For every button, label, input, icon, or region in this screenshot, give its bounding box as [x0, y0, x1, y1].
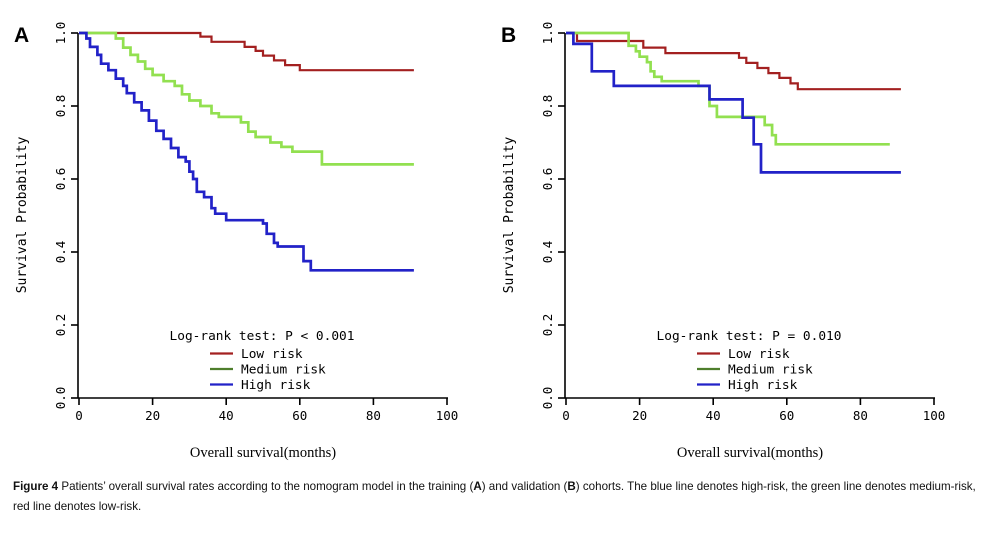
panel-b-y-tick-label: 0.4 — [540, 241, 555, 264]
caption-panel-b-ref: B — [567, 480, 576, 493]
panel-a-x-tick-label: 80 — [366, 408, 381, 423]
km-survival-figure: A 0.0 0.2 0.4 0.6 0.8 1.0 0 20 40 60 80 100 Survival … — [14, 22, 946, 461]
panel-b-curve-low-risk — [566, 31, 901, 91]
caption-figure-number: Figure 4 — [13, 480, 59, 493]
panel-b-y-tick-label: 0.8 — [540, 95, 555, 118]
caption-text-1: Patients’ overall survival rates accordi… — [58, 480, 474, 493]
panel-b-legend-label-high-risk: High risk — [728, 378, 798, 393]
panel-b-x-tick-label: 20 — [632, 408, 647, 423]
panel-b-legend-label-medium-risk: Medium risk — [728, 363, 813, 378]
panel-b-x-tick-label: 0 — [562, 408, 570, 423]
panel-a-curve-medium-risk — [79, 31, 414, 166]
panel-b — [558, 31, 935, 405]
panel-b-x-tick-label: 100 — [923, 408, 946, 423]
panel-a-x-tick-label: 0 — [75, 408, 83, 423]
panel-b-x-tick-label: 40 — [706, 408, 721, 423]
panel-a-x-axis-title: Overall survival(months) — [190, 445, 336, 461]
panel-b-curve-medium-risk — [566, 31, 890, 146]
panel-b-logrank-annotation: Log-rank test: P = 0.010 — [657, 329, 842, 344]
panel-a — [71, 31, 448, 405]
caption-text-3: ) cohorts. The blue line denotes high-ri… — [13, 480, 976, 513]
panel-b-legend-label-low-risk: Low risk — [728, 347, 790, 362]
panel-a-x-tick-label: 20 — [145, 408, 160, 423]
panel-a-curve-low-risk — [79, 31, 414, 72]
panel-b-x-tick-label: 60 — [779, 408, 794, 423]
caption-panel-a-ref: A — [473, 480, 482, 493]
caption-text-2: ) and validation ( — [481, 480, 568, 493]
panel-a-x-tick-label: 60 — [292, 408, 307, 423]
panel-a-legend-label-low-risk: Low risk — [241, 347, 303, 362]
panel-b-x-tick-label: 80 — [853, 408, 868, 423]
panel-a-y-tick-label: 0.4 — [53, 241, 68, 264]
panel-a-legend-label-medium-risk: Medium risk — [241, 363, 326, 378]
panel-a-letter: A — [14, 24, 29, 47]
panel-b-y-tick-label: 1.0 — [540, 22, 555, 45]
panel-b-curve-high-risk — [566, 31, 901, 174]
panel-a-logrank-annotation: Log-rank test: P < 0.001 — [170, 329, 355, 344]
panel-a-x-tick-label: 100 — [436, 408, 459, 423]
panel-a-y-axis-title: Survival Probability — [15, 137, 30, 294]
panel-a-y-tick-label: 0.6 — [53, 168, 68, 191]
panel-b-y-axis-title: Survival Probability — [502, 137, 517, 294]
panel-a-y-tick-label: 0.0 — [53, 387, 68, 410]
panel-a-legend-label-high-risk: High risk — [241, 378, 311, 393]
panel-a-y-tick-label: 0.2 — [53, 314, 68, 337]
panel-b-y-tick-label: 0.6 — [540, 168, 555, 191]
panel-a-y-tick-label: 0.8 — [53, 95, 68, 118]
panel-a-y-tick-label: 1.0 — [53, 22, 68, 45]
panel-b-y-tick-label: 0.2 — [540, 314, 555, 337]
panel-a-x-tick-label: 40 — [219, 408, 234, 423]
panel-b-letter: B — [501, 24, 516, 47]
figure-caption: Figure 4 Patients’ overall survival rate… — [13, 477, 979, 517]
panel-b-x-axis-title: Overall survival(months) — [677, 445, 823, 461]
panel-a-curve-high-risk — [79, 31, 414, 272]
panel-b-y-tick-label: 0.0 — [540, 387, 555, 410]
